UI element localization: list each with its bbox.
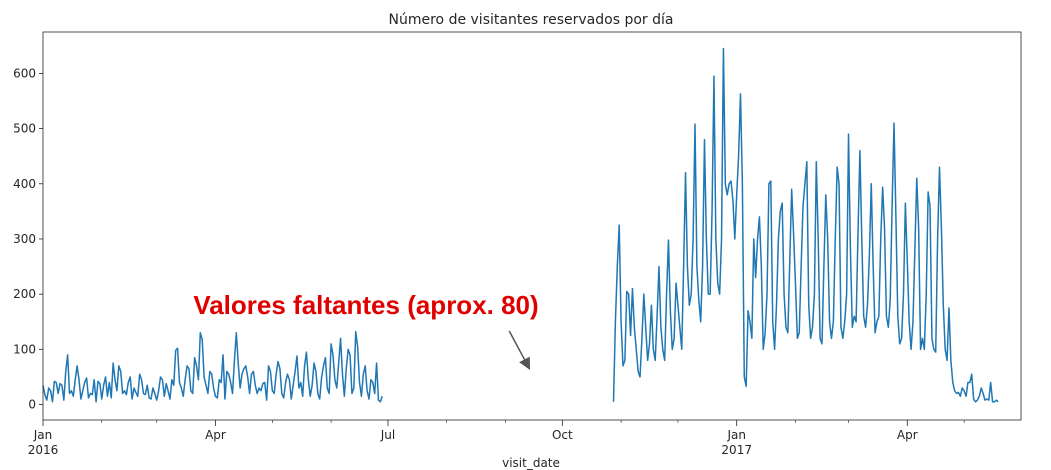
annotation-arrow — [508, 330, 531, 370]
chart-title: Número de visitantes reservados por día — [389, 12, 674, 28]
y-tick-label: 300 — [13, 232, 36, 246]
x-tick-label: Jul — [380, 428, 395, 442]
missing-values-annotation: Valores faltantes (aprox. 80) — [193, 290, 538, 320]
y-tick-label: 600 — [13, 66, 36, 80]
series-line-segment — [612, 47, 999, 403]
plot-frame — [42, 31, 1022, 421]
y-tick-label: 0 — [28, 398, 36, 412]
y-tick-label: 500 — [13, 122, 36, 136]
annotation-arrow-shaft — [508, 330, 526, 360]
y-tick-label: 400 — [13, 177, 36, 191]
plot-area — [42, 47, 999, 403]
x-tick-label: Oct — [552, 428, 573, 442]
x-axis-label: visit_date — [502, 456, 560, 470]
x-tick-label: Jan — [33, 428, 53, 442]
y-tick-label: 200 — [13, 287, 36, 301]
x-tick-sublabel: 2016 — [28, 443, 59, 457]
series-line-segment — [42, 330, 383, 403]
y-axis: 0 100 200 300 400 500 600 — [13, 66, 43, 412]
x-tick-sublabel: 2017 — [721, 443, 752, 457]
y-tick-label: 100 — [13, 342, 36, 356]
x-tick-label: Apr — [897, 428, 918, 442]
annotation-arrow-head — [519, 356, 531, 370]
x-tick-label: Apr — [205, 428, 226, 442]
x-tick-label: Jan — [726, 428, 746, 442]
